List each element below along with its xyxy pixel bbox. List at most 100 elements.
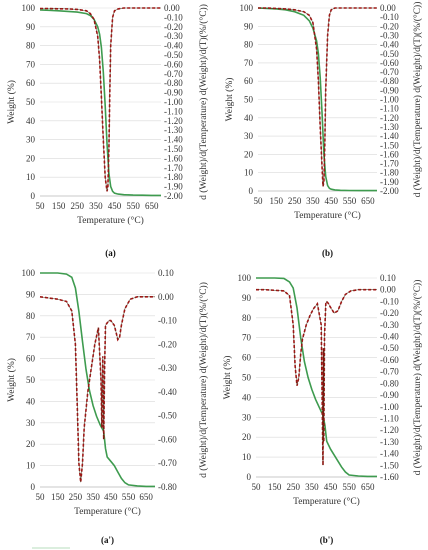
derivative-series-line bbox=[40, 7, 161, 192]
y2-tick-label: -1.40 bbox=[164, 135, 183, 145]
y2-tick-label: -1.00 bbox=[380, 402, 399, 412]
x-axis-label: Temperature (°C) bbox=[74, 506, 141, 517]
x-tick-label: 250 bbox=[69, 492, 83, 502]
y2-tick-label: -1.80 bbox=[164, 172, 183, 182]
panel-label: (a') bbox=[101, 535, 114, 545]
y-tick-label: 100 bbox=[238, 273, 252, 283]
weight-series-line bbox=[40, 272, 155, 488]
x-tick-label: 150 bbox=[270, 196, 284, 206]
y-tick-label: 40 bbox=[26, 116, 36, 126]
y2-axis-label: d (Weight)/d(Temperature) d(Weight)/d(T)… bbox=[198, 4, 209, 200]
y-tick-label: 80 bbox=[26, 41, 36, 51]
y2-tick-label: -0.60 bbox=[380, 58, 399, 68]
x-tick-label: 150 bbox=[52, 201, 66, 211]
y-tick-label: 20 bbox=[242, 432, 252, 442]
y-tick-label: 80 bbox=[26, 311, 36, 321]
y-tick-label: 100 bbox=[22, 268, 36, 278]
y2-tick-label: -1.10 bbox=[380, 104, 399, 114]
y2-tick-label: -0.90 bbox=[380, 85, 399, 95]
y2-tick-label: -0.10 bbox=[380, 296, 399, 306]
x-tick-label: 250 bbox=[288, 196, 302, 206]
x-tick-label: 450 bbox=[108, 201, 122, 211]
y2-tick-label: -0.20 bbox=[158, 339, 177, 349]
y2-tick-label: -0.70 bbox=[164, 69, 183, 79]
y-tick-label: 90 bbox=[26, 289, 36, 299]
y2-tick-label: -0.50 bbox=[158, 411, 177, 421]
x-axis-label: Temperature (°C) bbox=[294, 210, 361, 221]
y2-tick-label: -1.70 bbox=[380, 159, 399, 169]
y2-axis-label: d (Weight)/d(Temperature) d(Weight)/d(T)… bbox=[412, 2, 423, 198]
y2-tick-label: -0.90 bbox=[380, 390, 399, 400]
x-tick-label: 50 bbox=[36, 201, 46, 211]
y2-tick-label: -1.70 bbox=[164, 163, 183, 173]
derivative-series-overlay bbox=[40, 7, 161, 192]
y2-tick-label: -0.50 bbox=[380, 343, 399, 353]
chart-panel-3: 0 10 20 30 40 50 60 70 80 90 100 0.10 0.00-0.10 -0.20… bbox=[222, 273, 423, 545]
y2-tick-label: -0.10 bbox=[164, 12, 183, 22]
y-tick-label: 70 bbox=[26, 59, 36, 69]
y2-tick-label: -1.60 bbox=[380, 149, 399, 159]
y2-tick-label: -1.90 bbox=[164, 182, 183, 192]
y2-tick-label: -1.50 bbox=[380, 140, 399, 150]
x-tick-label: 650 bbox=[145, 201, 159, 211]
y-tick-label: 20 bbox=[26, 439, 36, 449]
y-tick-label: 80 bbox=[244, 40, 254, 50]
y2-tick-label: -0.40 bbox=[380, 40, 399, 50]
y2-tick-label: -1.40 bbox=[380, 131, 399, 141]
y2-tick-label: -1.20 bbox=[380, 113, 399, 123]
panel-label: (a) bbox=[105, 248, 116, 258]
x-tick-label: 550 bbox=[343, 196, 357, 206]
weight-series-line bbox=[39, 9, 161, 197]
y2-tick-label: -0.80 bbox=[380, 378, 399, 388]
y2-tick-label: -0.30 bbox=[164, 31, 183, 41]
y2-axis-label: d (Weight)/d(Temperature) d(Weight)/d(T)… bbox=[412, 280, 423, 476]
x-tick-label: 650 bbox=[361, 482, 375, 492]
y-tick-label: 100 bbox=[22, 3, 36, 13]
chart-panel-2: 0 10 20 30 40 50 60 70 80 90 100 0.10 0.00 -0.10 -0.20… bbox=[6, 268, 209, 545]
y2-tick-label: -0.70 bbox=[158, 458, 177, 468]
y-tick-label: 50 bbox=[242, 373, 252, 383]
y2-tick-label: -0.60 bbox=[158, 434, 177, 444]
x-axis-label: Temperature (°C) bbox=[77, 215, 144, 226]
y2-tick-label: -0.50 bbox=[164, 50, 183, 60]
y2-tick-label: -0.30 bbox=[158, 363, 177, 373]
y2-tick-label: -1.50 bbox=[164, 144, 183, 154]
y2-tick-label: -1.30 bbox=[164, 125, 183, 135]
y-tick-label: 20 bbox=[26, 153, 36, 163]
y-tick-label: 30 bbox=[242, 412, 252, 422]
y-tick-label: 100 bbox=[240, 3, 254, 13]
y-tick-label: 70 bbox=[242, 333, 252, 343]
y-tick-label: 10 bbox=[242, 452, 252, 462]
y-tick-label: 0 bbox=[247, 472, 252, 482]
y-tick-label: 30 bbox=[26, 135, 36, 145]
y-tick-label: 10 bbox=[26, 172, 36, 182]
y2-tick-label: -0.10 bbox=[158, 316, 177, 326]
y2-tick-label: -0.70 bbox=[380, 367, 399, 377]
y-tick-label: 30 bbox=[244, 131, 254, 141]
y2-tick-label: 0.10 bbox=[158, 268, 174, 278]
y2-tick-label: -0.80 bbox=[158, 482, 177, 492]
y2-tick-label: -1.10 bbox=[380, 413, 399, 423]
x-tick-label: 150 bbox=[268, 482, 282, 492]
x-tick-label: 50 bbox=[254, 196, 264, 206]
y2-tick-label: -1.00 bbox=[380, 95, 399, 105]
y-tick-label: 60 bbox=[26, 78, 36, 88]
x-tick-label: 550 bbox=[342, 482, 356, 492]
y2-tick-label: -0.40 bbox=[380, 332, 399, 342]
y2-tick-label: -0.20 bbox=[164, 22, 183, 32]
y-tick-label: 50 bbox=[26, 375, 36, 385]
y2-tick-label: 0.00 bbox=[158, 292, 174, 302]
chart-panel-1: 0 10 20 30 40 50 60 70 80 90 100 0.00-0.10-0.20-0.3… bbox=[224, 2, 423, 258]
y-tick-label: 40 bbox=[244, 113, 254, 123]
y2-tick-label: -1.20 bbox=[380, 425, 399, 435]
y2-tick-label: -1.40 bbox=[380, 449, 399, 459]
x-tick-label: 450 bbox=[324, 196, 338, 206]
y2-tick-label: -0.40 bbox=[164, 41, 183, 51]
y2-tick-label: -1.10 bbox=[164, 106, 183, 116]
y2-tick-label: -0.70 bbox=[380, 67, 399, 77]
y-axis-label: Weight (%) bbox=[6, 358, 17, 402]
y2-tick-label: -0.60 bbox=[380, 355, 399, 365]
x-tick-label: 350 bbox=[306, 196, 320, 206]
y-tick-label: 70 bbox=[26, 332, 36, 342]
